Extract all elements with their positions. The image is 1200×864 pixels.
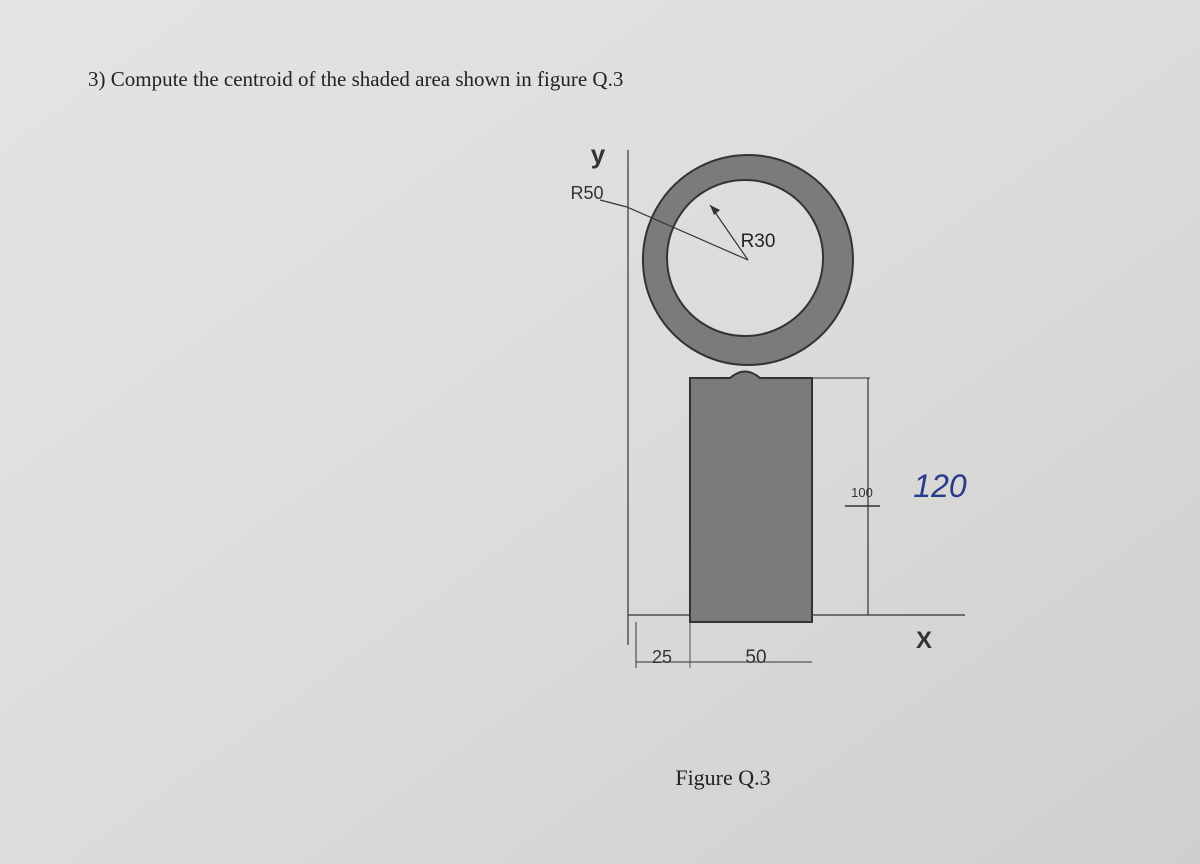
offset-label: 25 xyxy=(652,647,672,667)
inner-radius-label: R30 xyxy=(741,231,776,252)
height-label: 100 xyxy=(851,485,873,500)
leader xyxy=(599,199,628,208)
ring xyxy=(642,154,854,366)
leader xyxy=(626,206,749,261)
leader xyxy=(709,204,749,261)
caption: Figure Q.3 xyxy=(675,765,770,790)
height-correction: 120 xyxy=(913,468,967,504)
x-axis-label: X xyxy=(916,627,932,654)
arrow xyxy=(710,205,720,215)
y-axis-label: y xyxy=(591,139,606,169)
rectangle xyxy=(689,370,813,623)
question-text: 3) Compute the centroid of the shaded ar… xyxy=(88,67,623,91)
width-label: 50 xyxy=(745,647,766,668)
outer-radius-label: R50 xyxy=(570,183,603,203)
